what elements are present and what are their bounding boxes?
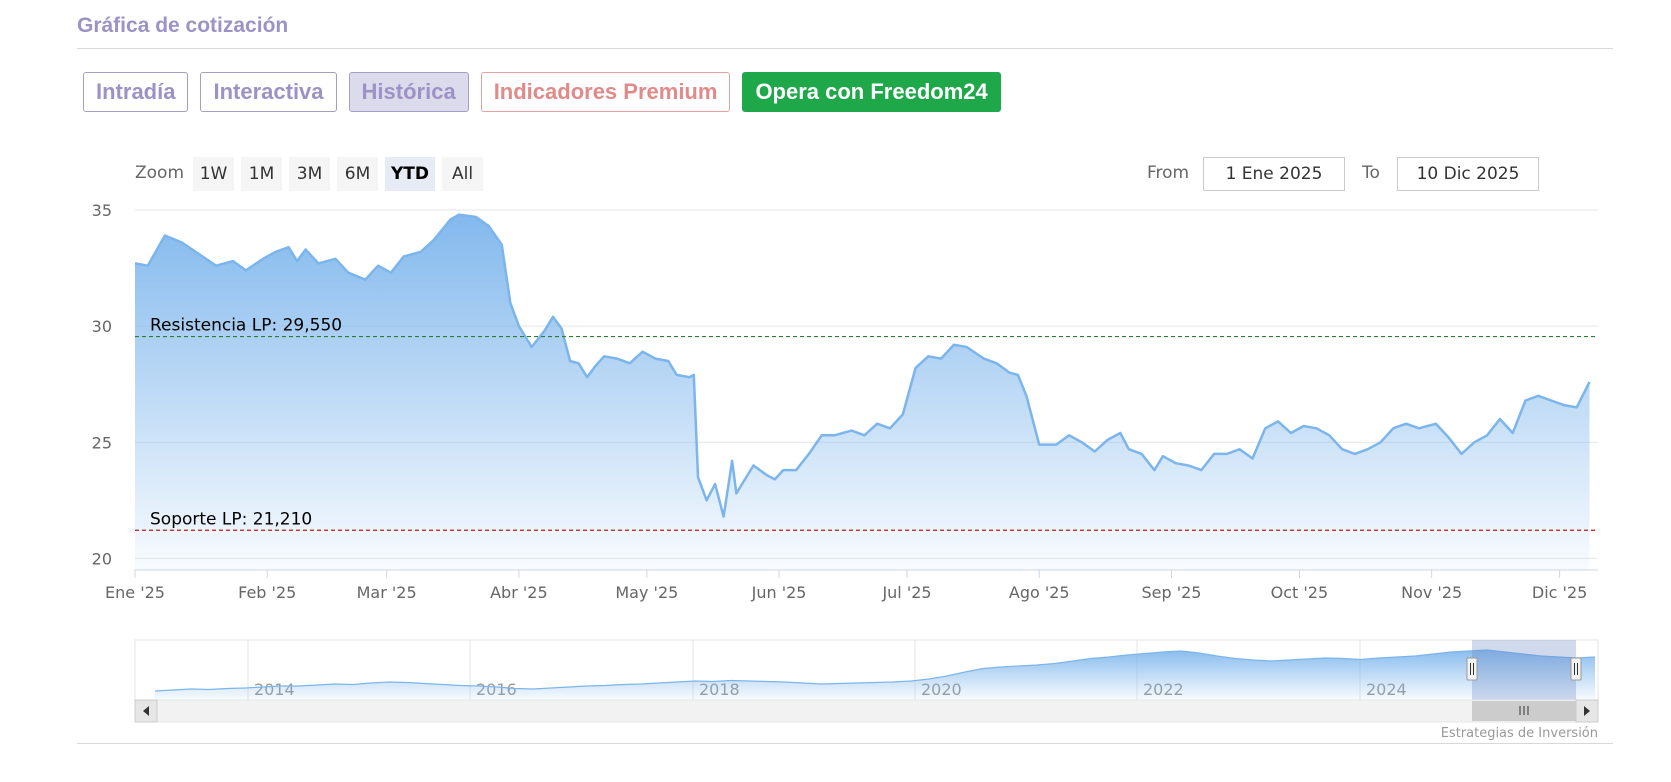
- tab-premium-indicators[interactable]: Indicadores Premium: [480, 72, 731, 112]
- zoom-1w-button[interactable]: 1W: [193, 157, 234, 191]
- x-tick-label: Nov '25: [1401, 583, 1462, 602]
- to-date-input[interactable]: 10 Dic 2025: [1397, 157, 1539, 191]
- y-tick-label: 30: [92, 317, 112, 336]
- trade-freedom24-button[interactable]: Opera con Freedom24: [742, 72, 1001, 112]
- x-tick-label: Jun '25: [751, 583, 807, 602]
- navigator-area: [155, 650, 1595, 700]
- scrollbar-track: [134, 699, 1599, 723]
- zoom-all-button[interactable]: All: [442, 157, 484, 191]
- x-tick-label: Feb '25: [238, 583, 296, 602]
- x-tick-label: Abr '25: [490, 583, 548, 602]
- resistance-label: Resistencia LP: 29,550: [150, 316, 342, 336]
- navigator-handle-left[interactable]: [1466, 657, 1478, 681]
- bottom-divider: [77, 743, 1613, 744]
- tab-intraday[interactable]: Intradía: [83, 72, 189, 112]
- x-tick-label: Ago '25: [1009, 583, 1070, 602]
- from-date-input[interactable]: 1 Ene 2025: [1203, 157, 1345, 191]
- zoom-ytd-button[interactable]: YTD: [385, 157, 436, 191]
- zoom-1m-button[interactable]: 1M: [241, 157, 282, 191]
- price-line: [134, 213, 1591, 518]
- support-label: Soporte LP: 21,210: [150, 509, 312, 529]
- x-tick-label: Oct '25: [1271, 583, 1329, 602]
- x-tick-label: Ene '25: [105, 583, 165, 602]
- x-tick-label: Sep '25: [1141, 583, 1201, 602]
- arrow-left-icon: [143, 706, 149, 716]
- x-tick-label: Jul '25: [881, 583, 931, 602]
- arrow-right-icon: [1584, 706, 1590, 716]
- navigator-handle-right[interactable]: [1570, 657, 1582, 681]
- zoom-3m-button[interactable]: 3M: [289, 157, 330, 191]
- navigator-line: [154, 649, 1596, 692]
- y-tick-label: 35: [92, 201, 112, 220]
- y-tick-label: 25: [92, 433, 112, 452]
- navigator-selection: [1472, 640, 1576, 700]
- chart-tabs: Intradía Interactiva Histórica Indicador…: [83, 72, 1001, 112]
- y-tick-label: 20: [92, 549, 112, 568]
- x-tick-label: May '25: [615, 583, 678, 602]
- price-area: [135, 214, 1590, 570]
- zoom-label: Zoom: [135, 163, 185, 183]
- tab-historical[interactable]: Histórica: [348, 72, 469, 112]
- page-title: Gráfica de cotización: [77, 14, 289, 37]
- to-label: To: [1362, 163, 1380, 183]
- x-tick-label: Mar '25: [357, 583, 417, 602]
- zoom-buttons: 1W 1M 3M 6M YTD All: [193, 157, 484, 191]
- title-divider: [77, 48, 1613, 49]
- from-label: From: [1147, 163, 1190, 183]
- tab-interactive[interactable]: Interactiva: [200, 72, 337, 112]
- zoom-6m-button[interactable]: 6M: [337, 157, 378, 191]
- chart-credits: Estrategias de Inversión: [1441, 726, 1598, 741]
- x-tick-label: Dic '25: [1532, 583, 1587, 602]
